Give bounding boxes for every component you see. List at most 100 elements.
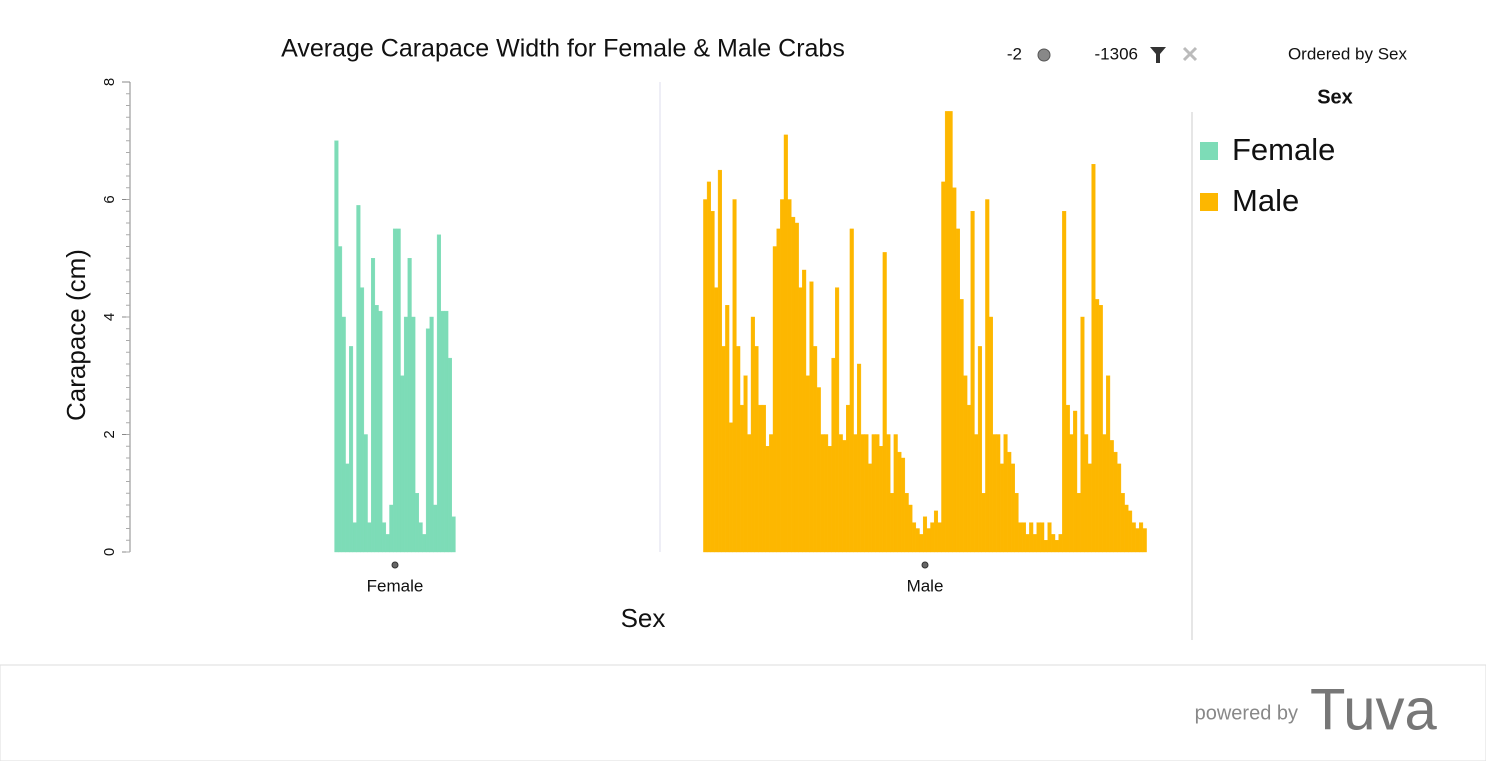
- bar: [1062, 211, 1067, 553]
- bar: [904, 493, 909, 553]
- bar: [1058, 534, 1063, 553]
- bar: [1120, 493, 1125, 553]
- bar: [1117, 463, 1122, 553]
- bar: [363, 434, 368, 553]
- bar: [429, 316, 434, 553]
- bar: [750, 316, 755, 553]
- bar: [915, 528, 920, 553]
- bar: [743, 375, 748, 553]
- bar: [926, 528, 931, 553]
- bar: [374, 305, 379, 553]
- bar: [820, 434, 825, 553]
- bar: [447, 357, 452, 553]
- bar: [1098, 305, 1103, 553]
- bar: [1091, 164, 1096, 553]
- clear-icon[interactable]: [1182, 46, 1198, 62]
- bar: [761, 404, 766, 553]
- order-note: Ordered by Sex: [1288, 44, 1408, 63]
- bar: [988, 316, 993, 553]
- bar: [356, 205, 361, 553]
- legend-label: Male: [1232, 183, 1299, 218]
- bar: [780, 199, 785, 553]
- x-tick-label: Male: [907, 576, 944, 595]
- bar: [378, 310, 383, 553]
- bar: [772, 246, 777, 553]
- bar: [919, 534, 924, 553]
- bar: [853, 434, 858, 553]
- bar: [842, 440, 847, 553]
- bar: [1047, 522, 1052, 553]
- bar: [1142, 528, 1147, 553]
- bar: [1106, 375, 1111, 553]
- bar: [739, 404, 744, 553]
- bar: [871, 434, 876, 553]
- bar: [334, 140, 339, 553]
- bar: [897, 451, 902, 553]
- bar: [864, 434, 869, 553]
- bar: [981, 493, 986, 553]
- bar: [911, 522, 917, 553]
- bar: [1102, 434, 1107, 553]
- bar: [758, 404, 763, 553]
- bar: [1084, 434, 1089, 553]
- bar: [794, 222, 799, 553]
- bar: [1076, 493, 1081, 553]
- bar: [1051, 534, 1056, 553]
- bar: [802, 269, 807, 553]
- bar: [1113, 451, 1118, 553]
- bar: [783, 134, 788, 553]
- bar: [1010, 463, 1015, 553]
- bar: [963, 375, 968, 553]
- powered-by: powered by: [1195, 702, 1298, 724]
- bar: [1032, 534, 1037, 553]
- bar: [941, 181, 946, 553]
- bar: [440, 310, 445, 553]
- bar: [396, 228, 401, 553]
- bar: [703, 199, 708, 553]
- bar: [341, 316, 346, 553]
- bar: [846, 404, 851, 553]
- bar: [985, 199, 990, 553]
- bar: [381, 522, 387, 553]
- bar: [754, 346, 759, 553]
- bar: [732, 199, 737, 553]
- bar: [725, 305, 730, 553]
- bar: [436, 234, 441, 553]
- bar: [816, 387, 821, 553]
- bar: [791, 216, 796, 553]
- bar: [937, 522, 942, 553]
- bar: [849, 228, 854, 553]
- bar: [890, 493, 895, 553]
- filter-icon[interactable]: [1150, 47, 1166, 63]
- footer: [0, 664, 1486, 762]
- y-tick-label: 6: [101, 195, 118, 203]
- bar: [882, 252, 887, 553]
- bar: [974, 434, 979, 553]
- bar: [805, 375, 810, 553]
- bar: [345, 463, 350, 553]
- bar: [776, 228, 781, 553]
- bar: [349, 346, 354, 553]
- bar: [418, 522, 423, 553]
- bar: [1128, 510, 1133, 553]
- bar: [747, 434, 752, 553]
- bar: [1095, 299, 1100, 553]
- bar: [717, 169, 722, 553]
- bar: [1014, 493, 1019, 553]
- bar: [1003, 434, 1008, 553]
- bar: [1124, 504, 1129, 553]
- bar: [944, 111, 950, 553]
- point-icon[interactable]: [1037, 48, 1051, 62]
- bar: [451, 516, 456, 553]
- bar: [338, 246, 343, 553]
- bar: [809, 281, 814, 553]
- bar: [922, 516, 928, 553]
- bar: [933, 510, 939, 553]
- legend-title: Sex: [1317, 86, 1353, 108]
- bar: [710, 211, 715, 553]
- bar: [966, 404, 971, 553]
- bar: [1040, 522, 1045, 553]
- legend-swatch: [1200, 193, 1218, 211]
- chart-title: Average Carapace Width for Female & Male…: [281, 35, 845, 63]
